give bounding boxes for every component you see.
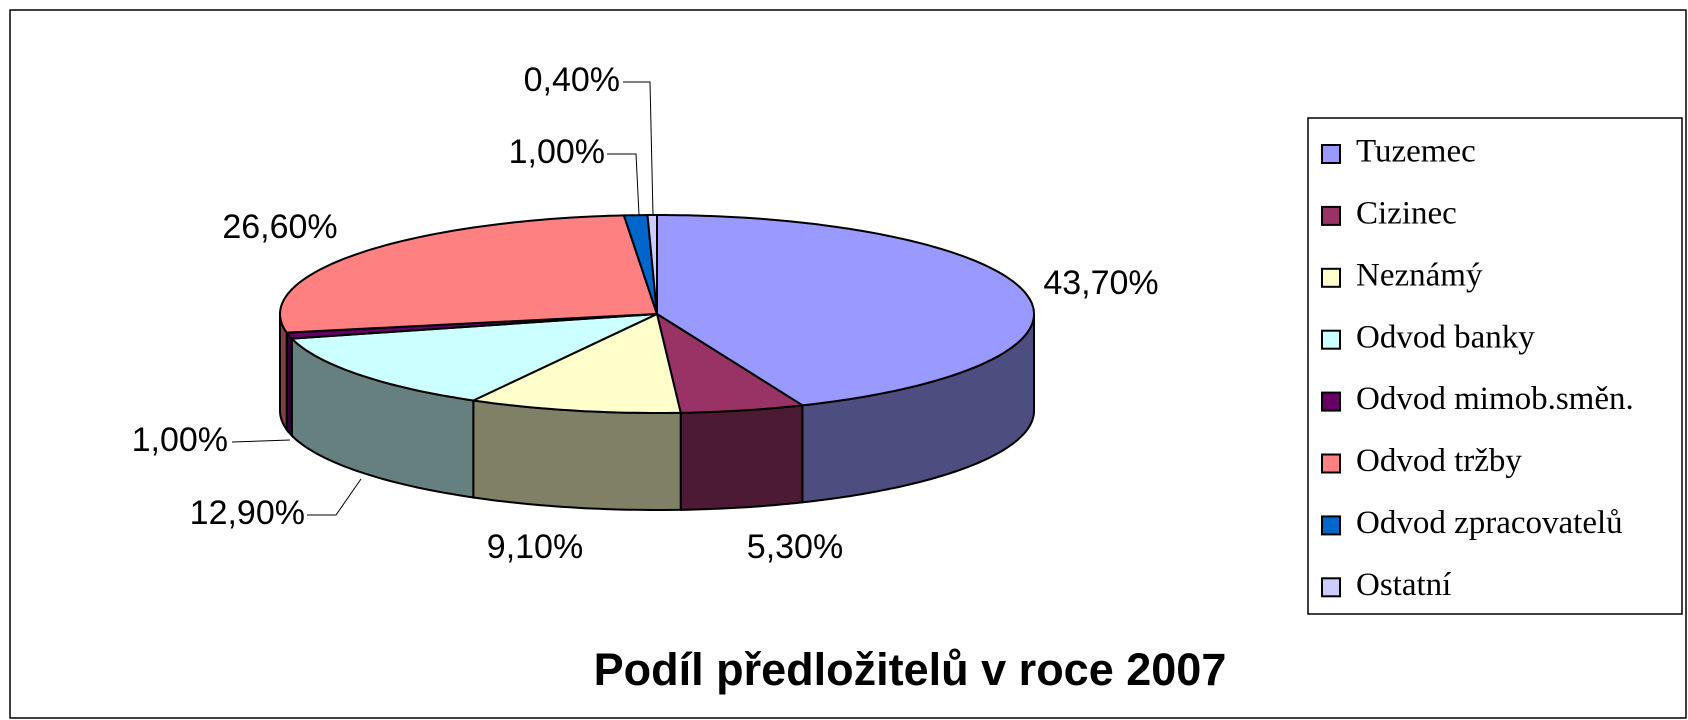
data-label: 1,00%: [132, 421, 228, 459]
leader-line: [307, 478, 362, 516]
legend-swatch: [1321, 267, 1341, 288]
legend-label: Odvod banky: [1356, 319, 1535, 355]
legend-label: Odvod tržby: [1356, 443, 1522, 479]
chart-title: Podíl předložitelů v roce 2007: [594, 644, 1227, 695]
legend-label: Tuzemec: [1356, 134, 1476, 170]
legend-swatch: [1321, 453, 1341, 474]
legend-swatch: [1321, 391, 1341, 412]
legend-label: Ostatní: [1356, 567, 1451, 603]
data-label: 9,10%: [487, 528, 583, 566]
legend-label: Cizinec: [1356, 195, 1457, 231]
legend-swatch: [1321, 577, 1341, 598]
slice: [290, 313, 658, 402]
data-label: 0,40%: [524, 61, 620, 99]
leader-line: [607, 153, 640, 216]
legend-swatch: [1321, 329, 1341, 350]
leader-line: [231, 439, 291, 443]
slice: [279, 214, 658, 334]
legend-box: [1307, 117, 1683, 615]
data-label: 12,90%: [190, 494, 305, 532]
legend-swatch: [1321, 205, 1341, 226]
slice: [656, 214, 1035, 407]
legend-label: Neznámý: [1356, 257, 1483, 293]
slice-side: [472, 399, 682, 511]
slice: [646, 214, 658, 315]
slice: [472, 313, 682, 414]
legend-swatch: [1321, 515, 1341, 536]
leader-line: [623, 81, 654, 216]
slice-side: [679, 404, 804, 511]
legend-label: Odvod mimob.směn.: [1356, 381, 1634, 417]
slice: [656, 313, 804, 414]
data-label: 43,70%: [1043, 264, 1158, 302]
data-label: 5,30%: [747, 528, 843, 566]
legend-swatch: [1321, 144, 1341, 164]
legend-label: Odvod zpracovatelů: [1356, 505, 1623, 541]
data-label: 1,00%: [509, 133, 605, 171]
data-label: 26,60%: [222, 208, 337, 246]
